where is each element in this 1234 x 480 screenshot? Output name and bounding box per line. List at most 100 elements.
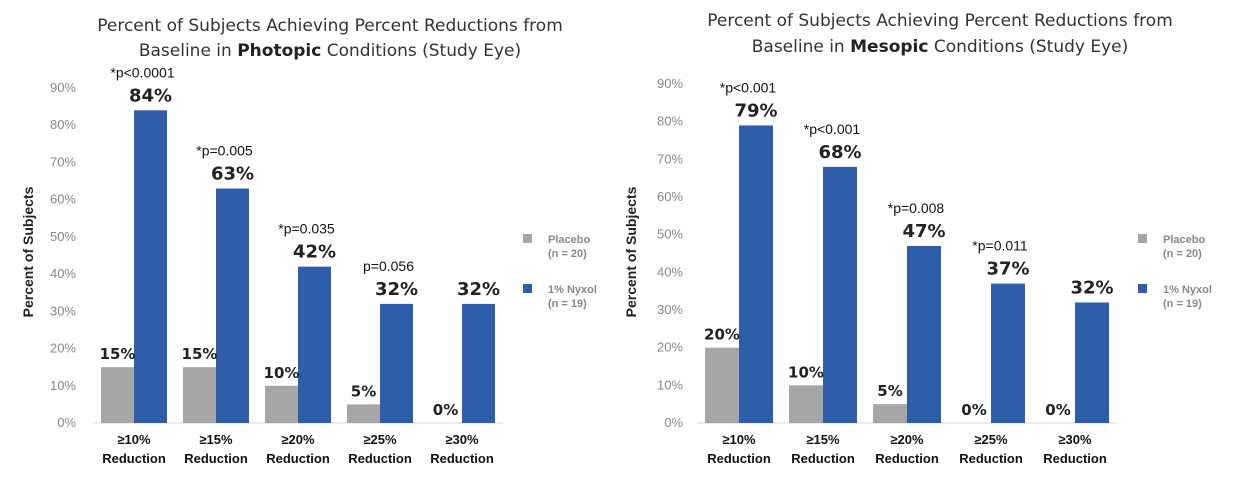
data-label-placebo: 15%	[100, 345, 136, 363]
chart-title-line1: Percent of Subjects Achieving Percent Re…	[97, 16, 563, 36]
legend-sublabel: (n = 19)	[1163, 298, 1202, 310]
bar-nyxol	[823, 166, 857, 423]
data-label-placebo: 5%	[351, 382, 376, 400]
y-tick-label: 70%	[657, 151, 683, 166]
x-tick-label: Reduction	[184, 451, 248, 466]
data-label-placebo: 0%	[433, 401, 458, 419]
y-tick-label: 80%	[657, 114, 683, 129]
bar-nyxol	[991, 283, 1025, 423]
bar-nyxol	[739, 125, 773, 423]
bar-nyxol	[380, 303, 413, 423]
x-tick-label: ≥10%	[117, 432, 151, 447]
data-label-nyxol: 37%	[986, 259, 1029, 280]
bar-nyxol	[1075, 302, 1109, 423]
legend-sublabel: (n = 19)	[548, 298, 587, 310]
data-label-nyxol: 79%	[734, 100, 777, 121]
data-label-placebo: 10%	[788, 363, 824, 381]
legend-swatch	[1138, 284, 1147, 293]
bar-placebo	[183, 367, 216, 423]
chart-title-line2: Baseline in Photopic Conditions (Study E…	[139, 41, 521, 61]
bar-nyxol	[462, 303, 495, 423]
data-label-placebo: 15%	[182, 345, 218, 363]
data-label-placebo: 0%	[961, 401, 986, 419]
mesopic-chart: Percent of Subjects Achieving Percent Re…	[623, 11, 1212, 466]
y-tick-label: 60%	[50, 192, 76, 207]
x-tick-label: Reduction	[875, 451, 939, 466]
x-tick-label: Reduction	[791, 451, 855, 466]
x-tick-label: Reduction	[1043, 451, 1107, 466]
legend-sublabel: (n = 20)	[1163, 248, 1202, 260]
p-value-label: *p<0.0001	[110, 64, 174, 80]
y-tick-label: 20%	[657, 340, 683, 355]
chart-title-line1: Percent of Subjects Achieving Percent Re…	[707, 11, 1173, 31]
data-label-nyxol: 47%	[902, 221, 945, 242]
x-tick-label: Reduction	[348, 451, 412, 466]
y-tick-label: 10%	[657, 377, 683, 392]
bar-nyxol	[907, 245, 941, 423]
y-tick-label: 40%	[50, 266, 76, 281]
data-label-placebo: 5%	[877, 382, 902, 400]
legend-swatch	[523, 284, 532, 293]
bar-nyxol	[134, 110, 167, 423]
y-tick-label: 30%	[50, 303, 76, 318]
data-label-nyxol: 63%	[211, 164, 254, 185]
x-tick-label: ≥10%	[722, 432, 756, 447]
bar-placebo	[347, 404, 380, 423]
p-value-label: *p<0.001	[804, 121, 861, 137]
bar-nyxol	[216, 188, 249, 423]
data-label-placebo: 20%	[704, 326, 740, 344]
y-tick-label: 30%	[657, 302, 683, 317]
data-label-nyxol: 32%	[457, 279, 500, 300]
legend-label: Placebo	[548, 234, 590, 246]
legend-swatch	[1138, 234, 1147, 243]
bar-placebo	[101, 367, 134, 423]
p-value-label: *p=0.008	[888, 200, 945, 216]
chart-title-line2: Baseline in Mesopic Conditions (Study Ey…	[752, 37, 1129, 57]
legend-label: 1% Nyxol	[1163, 284, 1212, 296]
y-tick-label: 20%	[50, 341, 76, 356]
data-label-placebo: 0%	[1045, 401, 1070, 419]
x-tick-label: ≥30%	[445, 432, 479, 447]
x-tick-label: Reduction	[102, 451, 166, 466]
y-tick-label: 10%	[50, 378, 76, 393]
bar-placebo	[873, 404, 907, 423]
x-tick-label: ≥15%	[199, 432, 233, 447]
p-value-label: *p=0.011	[972, 238, 1028, 254]
y-axis-label: Percent of Subjects	[20, 186, 36, 317]
bar-nyxol	[298, 266, 331, 423]
x-tick-label: Reduction	[959, 451, 1023, 466]
legend-sublabel: (n = 20)	[548, 248, 587, 260]
y-tick-label: 80%	[50, 117, 76, 132]
y-axis-label: Percent of Subjects	[623, 186, 639, 317]
y-tick-label: 90%	[657, 76, 683, 91]
data-label-nyxol: 42%	[293, 242, 336, 263]
y-tick-label: 50%	[50, 229, 76, 244]
y-tick-label: 40%	[657, 264, 683, 279]
p-value-label: *p=0.005	[196, 143, 253, 159]
data-label-nyxol: 84%	[129, 85, 172, 106]
p-value-label: *p<0.001	[720, 79, 777, 95]
x-tick-label: Reduction	[266, 451, 330, 466]
legend-swatch	[523, 234, 532, 243]
x-tick-label: ≥15%	[806, 432, 840, 447]
y-tick-label: 0%	[57, 415, 76, 430]
bar-placebo	[265, 385, 298, 423]
y-tick-label: 0%	[664, 415, 683, 430]
x-tick-label: Reduction	[430, 451, 494, 466]
legend-label: Placebo	[1163, 234, 1205, 246]
x-tick-label: ≥20%	[890, 432, 924, 447]
y-tick-label: 90%	[50, 80, 76, 95]
y-tick-label: 70%	[50, 154, 76, 169]
data-label-nyxol: 68%	[818, 142, 861, 163]
data-label-nyxol: 32%	[1070, 277, 1113, 298]
bar-placebo	[705, 347, 739, 423]
data-label-nyxol: 32%	[375, 279, 418, 300]
y-tick-label: 50%	[657, 227, 683, 242]
x-tick-label: ≥25%	[974, 432, 1008, 447]
p-value-label: *p=0.035	[278, 221, 335, 237]
y-tick-label: 60%	[657, 189, 683, 204]
data-label-placebo: 10%	[264, 364, 300, 382]
bar-placebo	[789, 385, 823, 423]
p-value-label: p=0.056	[363, 258, 414, 274]
